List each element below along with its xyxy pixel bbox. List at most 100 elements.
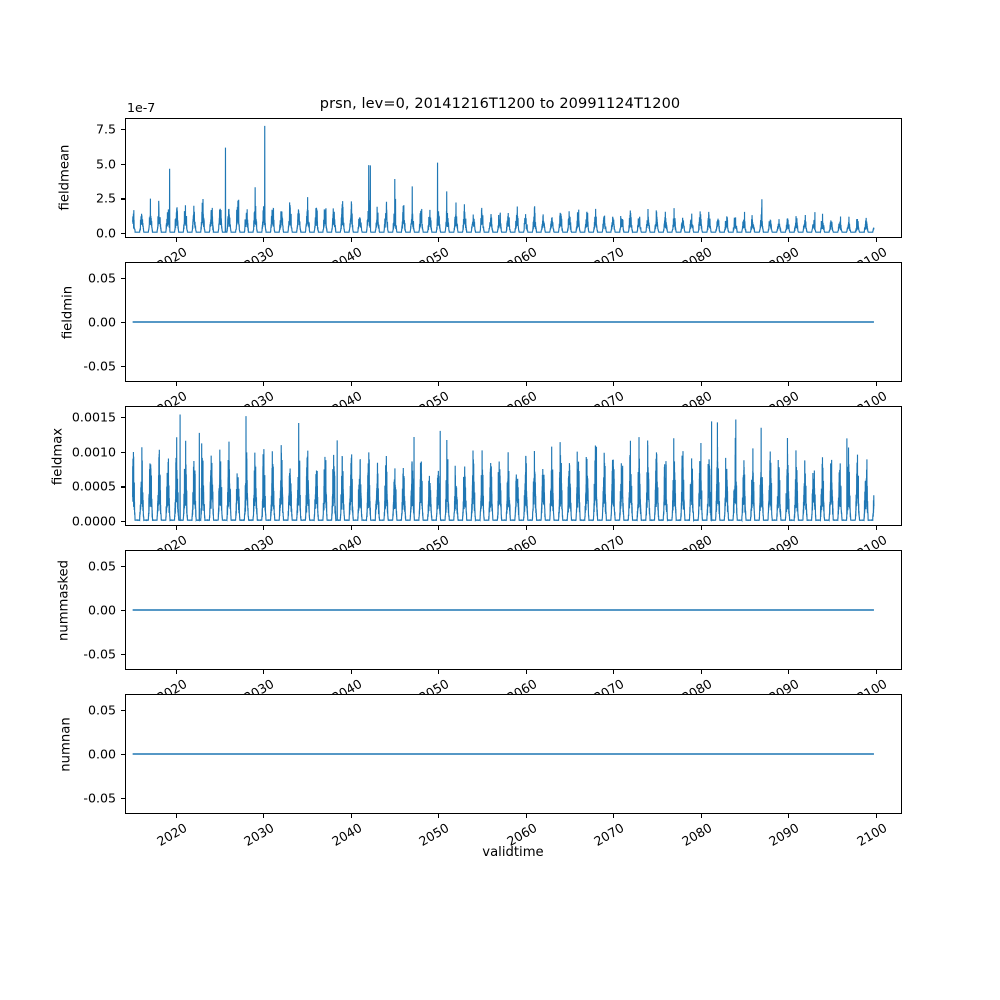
panel-1-ytick-mark	[121, 366, 125, 368]
panel-2-ytick-mark	[121, 486, 125, 488]
xtick-mark	[525, 382, 527, 386]
xtick-mark	[175, 814, 177, 818]
xtick-mark	[350, 814, 352, 818]
panel-2-plot-line	[132, 414, 875, 523]
xtick-mark	[263, 382, 265, 386]
panel-4-ytick-mark	[121, 754, 125, 756]
xtick-mark	[613, 670, 615, 674]
panel-4-plot-line	[132, 753, 874, 755]
panel-2-ytick-mark	[121, 417, 125, 419]
xtick-label: 2060	[503, 820, 540, 850]
panel-3-ytick-mark	[121, 565, 125, 567]
xtick-label: 2030	[241, 532, 277, 550]
panel-0-ytick-mark	[121, 163, 125, 165]
panel-1-axes	[125, 262, 902, 382]
xtick-mark	[350, 238, 352, 242]
panel-1-ytick-mark	[121, 322, 125, 324]
panel-4-ytick-mark	[121, 709, 125, 711]
xtick-mark	[175, 238, 177, 242]
xtick-mark	[263, 814, 265, 818]
xtick-mark	[350, 526, 352, 530]
xtick-mark	[175, 382, 177, 386]
panel-0-ytick-mark	[121, 198, 125, 200]
panel-0-ytick-label: 7.5	[95, 121, 116, 137]
xtick-mark	[875, 382, 877, 386]
panel-4-ytick-label: 0.00	[87, 746, 116, 762]
xtick-mark	[613, 814, 615, 818]
panel-1-ytick-label: -0.05	[83, 358, 116, 374]
panel-3-plot-line	[132, 609, 874, 611]
panel-3-ytick-label: 0.05	[87, 558, 116, 574]
panel-0-ytick-mark	[121, 129, 125, 131]
xtick-mark	[875, 238, 877, 242]
xtick-mark	[788, 238, 790, 242]
panel-3-ytick-label: 0.00	[87, 602, 116, 618]
xtick-mark	[613, 526, 615, 530]
panel-2-axes	[125, 406, 902, 526]
panel-0-axes	[125, 118, 902, 238]
xtick-label: 2070	[591, 820, 627, 850]
panel-1-plot-line	[132, 321, 874, 323]
panel-0-offset-text: 1e-7	[127, 100, 156, 115]
panel-1-ytick-mark	[121, 277, 125, 279]
panel-0-ytick-label: 5.0	[95, 156, 116, 172]
xtick-mark	[788, 526, 790, 530]
xtick-label: 2020	[153, 244, 190, 262]
xtick-mark	[875, 670, 877, 674]
xtick-label: 2100	[853, 820, 890, 850]
panel-3-ytick-mark	[121, 654, 125, 656]
xtick-mark	[438, 526, 440, 530]
xtick-mark	[350, 382, 352, 386]
xtick-mark	[700, 814, 702, 818]
panel-3-axes	[125, 550, 902, 670]
xtick-mark	[700, 238, 702, 242]
xtick-mark	[438, 670, 440, 674]
xtick-label: 2030	[241, 244, 277, 262]
panel-3-ytick-mark	[121, 610, 125, 612]
xtick-mark	[438, 814, 440, 818]
xtick-mark	[788, 670, 790, 674]
panel-0-ytick-mark	[121, 233, 125, 235]
panel-0-xtick-labels: 2020 2030 2040 2050 2060 2070 2080 2090 2100	[125, 239, 902, 262]
panel-1-ytick-label: 0.00	[87, 314, 116, 330]
panel-2-ytick-label: 0.0010	[71, 444, 116, 460]
panel-0-plot-line	[132, 125, 875, 234]
xtick-mark	[175, 526, 177, 530]
xtick-label: 2030	[241, 676, 277, 694]
xtick-mark	[525, 670, 527, 674]
xtick-mark	[700, 382, 702, 386]
xtick-mark	[263, 670, 265, 674]
xtick-mark	[613, 382, 615, 386]
xtick-label: 2020	[153, 820, 190, 850]
panel-1-xtick-labels: 2020 2030 2040 2050 2060 2070 2080 2090 2100	[125, 383, 902, 406]
xtick-mark	[525, 238, 527, 242]
xtick-mark	[263, 238, 265, 242]
xtick-label: 2050	[416, 820, 452, 850]
panel-4-axes	[125, 694, 902, 814]
xtick-mark	[788, 814, 790, 818]
xtick-mark	[700, 526, 702, 530]
panel-2-ytick-label: 0.0000	[71, 513, 116, 529]
xtick-mark	[875, 526, 877, 530]
xtick-mark	[525, 526, 527, 530]
xtick-mark	[438, 382, 440, 386]
panel-3-ytick-label: -0.05	[83, 646, 116, 662]
xtick-mark	[875, 814, 877, 818]
figure-title: prsn, lev=0, 20141216T1200 to 20991124T1…	[319, 96, 681, 112]
panel-2-xtick-labels: 2020 2030 2040 2050 2060 2070 2080 2090 2100	[125, 527, 902, 550]
panel-4-ytick-label: -0.05	[83, 790, 116, 806]
panel-3-xtick-labels: 2020 2030 2040 2050 2060 2070 2080 2090 2100	[125, 671, 902, 694]
xtick-label: 2020	[153, 532, 190, 550]
panel-0-ytick-label: 2.5	[95, 190, 116, 206]
xtick-label: 2020	[153, 676, 190, 694]
xtick-label: 2030	[241, 388, 277, 406]
xtick-label: 2020	[153, 388, 190, 406]
xtick-mark	[525, 814, 527, 818]
xtick-label: 2090	[766, 820, 802, 850]
panel-4-ytick-mark	[121, 798, 125, 800]
panel-2-ytick-mark	[121, 451, 125, 453]
xtick-mark	[438, 238, 440, 242]
xtick-label: 2040	[328, 820, 365, 850]
panel-2-ytick-label: 0.0015	[71, 409, 116, 425]
